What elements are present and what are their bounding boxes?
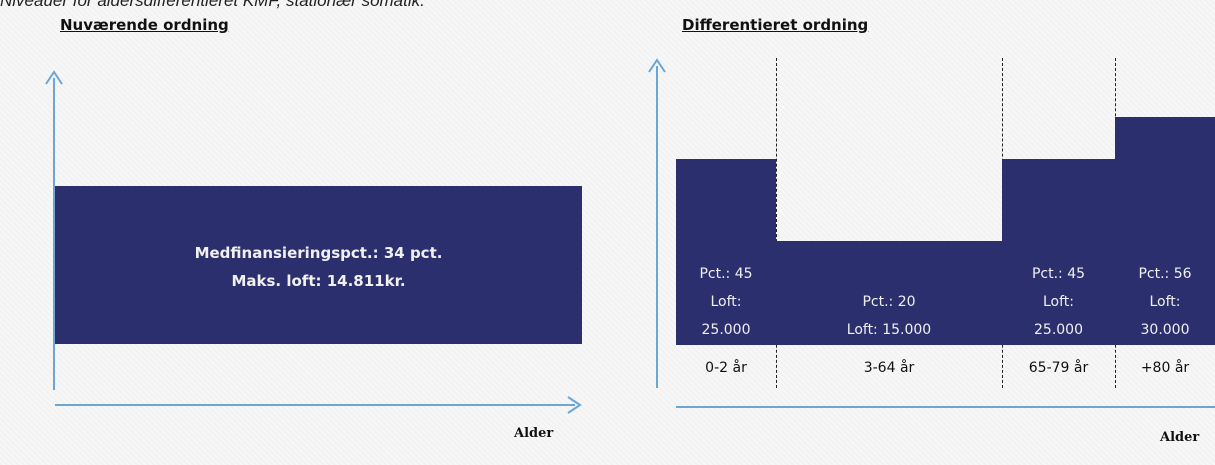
age-label: 3-64 år (863, 360, 915, 376)
age-label: 65-79 år (1028, 360, 1089, 376)
left-heading: Nuværende ordning (60, 16, 229, 34)
figure-caption: Niveauer for aldersdifferentieret KMF, s… (0, 0, 425, 10)
loft-label: Loft: (710, 294, 742, 310)
current-pct-label: Medfinansieringspct.: 34 pct. (194, 244, 443, 262)
loft-value: Loft: 15.000 (846, 322, 932, 338)
arrow-up-icon (45, 70, 63, 85)
right-heading: Differentieret ordning (682, 16, 869, 34)
current-scheme-block (55, 186, 582, 344)
pct-label: Pct.: 20 (862, 294, 916, 310)
age-label: +80 år (1140, 360, 1190, 376)
loft-value: 25.000 (701, 322, 751, 338)
current-loft-label: Maks. loft: 14.811kr. (231, 272, 406, 290)
pct-label: Pct.: 45 (1031, 266, 1086, 282)
block-65-79 (1002, 159, 1115, 345)
block-3-64 (776, 241, 1002, 345)
block-0-2 (676, 159, 776, 345)
arrow-right-icon (567, 396, 582, 414)
loft-label: Loft: (1042, 294, 1074, 310)
age-label: 0-2 år (705, 360, 747, 376)
left-axis-label: Alder (514, 426, 554, 441)
pct-label: Pct.: 56 (1138, 266, 1192, 282)
block-80 (1115, 117, 1215, 345)
loft-value: 30.000 (1140, 322, 1190, 338)
pct-label: Pct.: 45 (699, 266, 753, 282)
loft-label: Loft: (1149, 294, 1181, 310)
right-axis-label: Alder (1160, 430, 1200, 445)
loft-value: 25.000 (1034, 322, 1083, 338)
arrow-up-icon (648, 58, 666, 73)
separator-line (776, 58, 777, 388)
